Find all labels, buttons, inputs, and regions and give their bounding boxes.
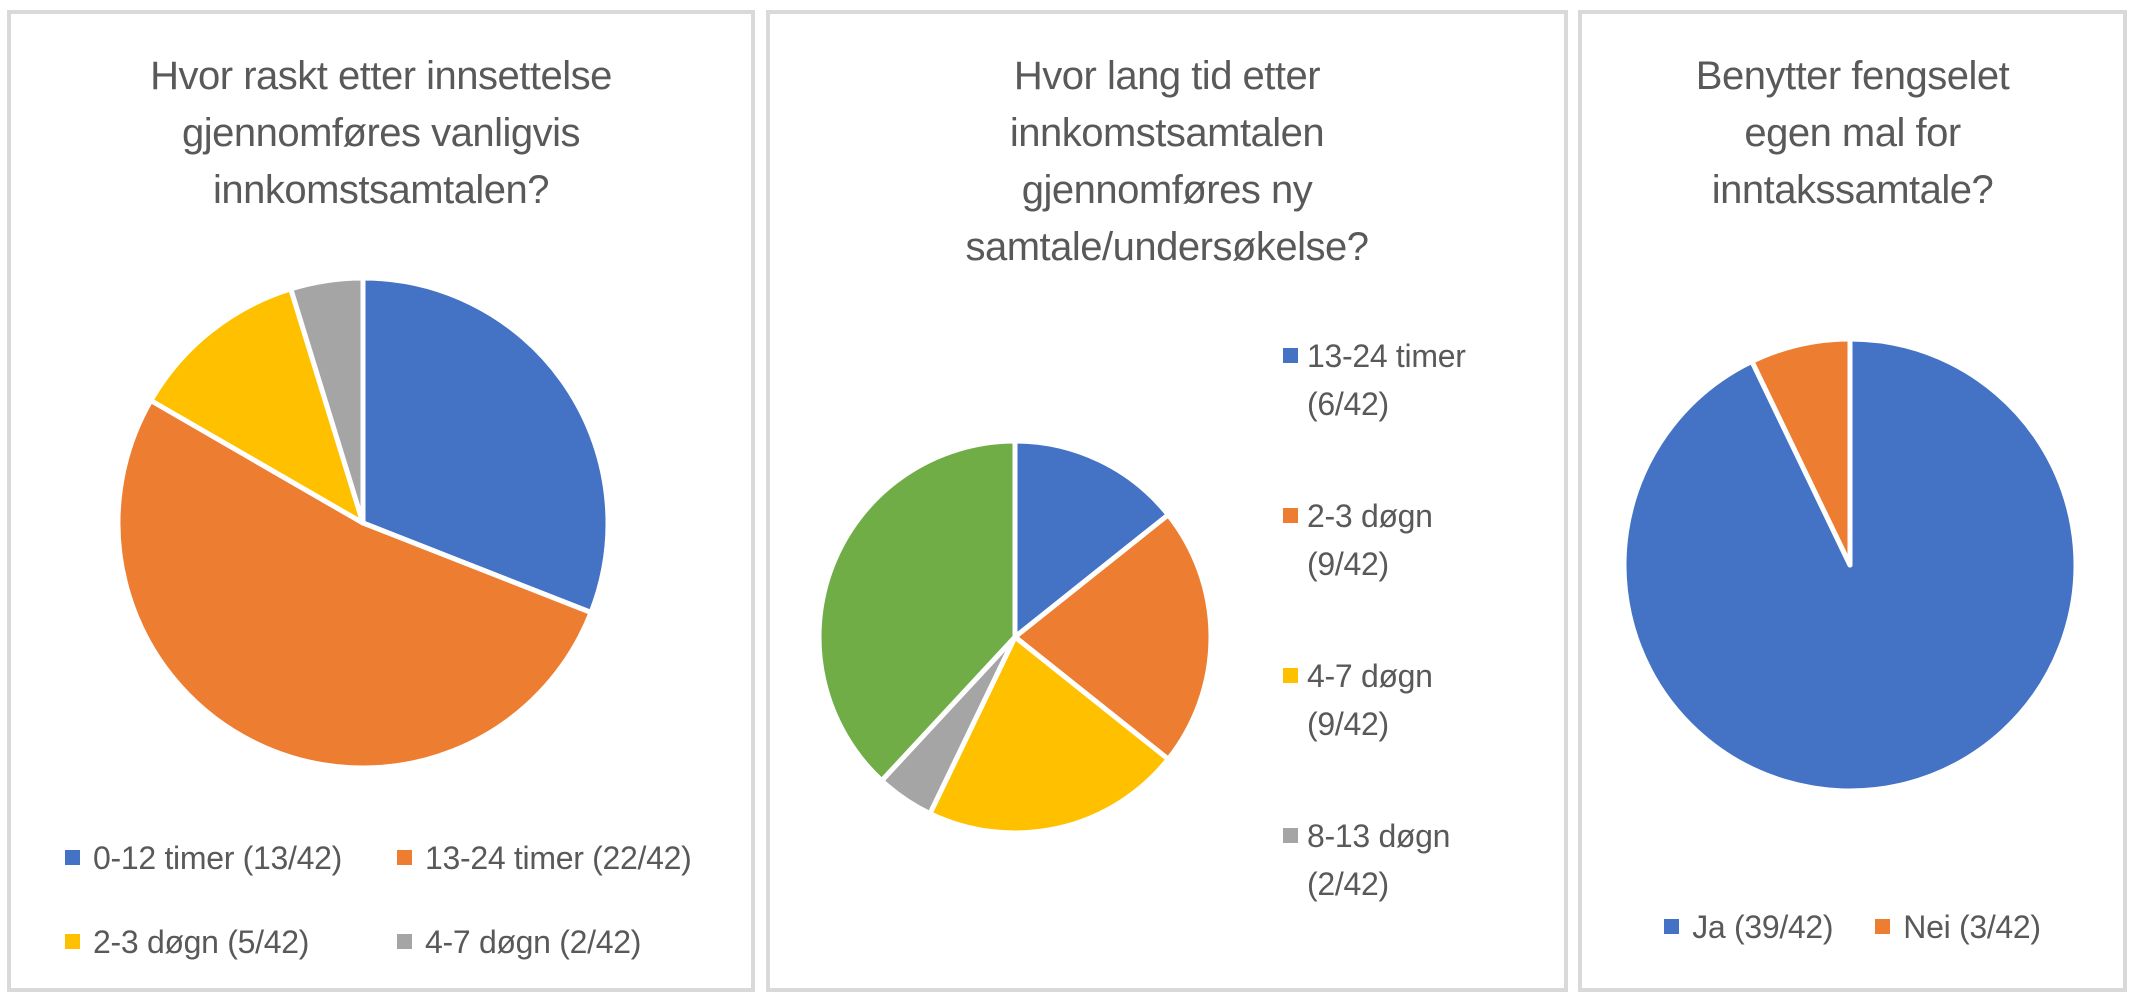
legend-label: 13-24 timer (6/42) [1307, 338, 1466, 422]
pie-slice [1012, 438, 1171, 640]
legend-item: 13-24 timer (6/42) [1283, 332, 1466, 428]
legend-item: Ja (39/42) [1664, 907, 1834, 947]
legend: 0-12 timer (13/42) 13-24 timer (22/42) 2… [65, 838, 692, 962]
legend-label: 2-3 døgn (5/42) [93, 924, 310, 960]
legend-item: 13-24 timer (22/42) [397, 838, 692, 878]
pie-slice [816, 438, 1018, 784]
pie-chart [115, 275, 611, 771]
legend: Ja (39/42) Nei (3/42) [1582, 907, 2123, 947]
legend-label: 2-3 døgn (9/42) [1307, 498, 1433, 582]
pie-slice [115, 398, 594, 771]
pie-slice [1012, 512, 1214, 762]
legend-color-swatch [397, 850, 412, 865]
legend-item: 0-12 timer (13/42) [65, 838, 397, 878]
pie-slice [360, 275, 611, 616]
legend-color-swatch [1664, 919, 1680, 934]
legend-label: 4-7 døgn (2/42) [425, 924, 642, 960]
legend-label: 4-7 døgn (9/42) [1307, 658, 1433, 742]
legend-color-swatch [1875, 919, 1891, 934]
chart-panel-2: Hvor lang tid etter innkomstsamtalen gje… [766, 10, 1568, 992]
legend-item: 4-7 døgn (2/42) [397, 922, 691, 962]
legend-item: Nei (3/42) [1875, 907, 2041, 947]
legend-label: 0-12 timer (13/42) [93, 840, 342, 876]
legend-item: 4-7 døgn (9/42) [1283, 652, 1466, 748]
legend-label: 13-24 timer (22/42) [425, 840, 692, 876]
legend-item: 8-13 døgn (2/42) [1283, 812, 1466, 908]
pie-chart [816, 438, 1214, 836]
legend: 13-24 timer (6/42) 2-3 døgn (9/42) 4-7 d… [1283, 332, 1466, 908]
legend-item: 2-3 døgn (9/42) [1283, 492, 1466, 588]
legend-color-swatch [1283, 508, 1298, 523]
legend-label: 8-13 døgn (2/42) [1307, 818, 1451, 902]
pie-slice [927, 634, 1171, 836]
legend-label: Nei (3/42) [1903, 909, 2041, 945]
pie-chart [1621, 336, 2079, 794]
chart-panel-1: Hvor raskt etter innsettelse gjennomføre… [7, 10, 755, 992]
legend-color-swatch [1283, 828, 1298, 843]
legend-color-swatch [1283, 668, 1298, 683]
chart-panel-3: Benytter fengselet egen mal for inntakss… [1578, 10, 2127, 992]
legend-item: 2-3 døgn (5/42) [65, 922, 397, 962]
chart-title: Hvor lang tid etter innkomstsamtalen gje… [965, 54, 1369, 269]
legend-color-swatch [65, 850, 80, 865]
chart-title: Hvor raskt etter innsettelse gjennomføre… [150, 54, 612, 212]
pie-slice [288, 275, 366, 526]
legend-color-swatch [397, 934, 412, 949]
legend-label: Ja (39/42) [1692, 909, 1834, 945]
legend-color-swatch [65, 934, 80, 949]
chart-title: Benytter fengselet egen mal for inntakss… [1695, 54, 2010, 212]
pie-slice [1749, 336, 1853, 568]
pie-slice [148, 286, 366, 526]
legend-color-swatch [1283, 348, 1298, 363]
